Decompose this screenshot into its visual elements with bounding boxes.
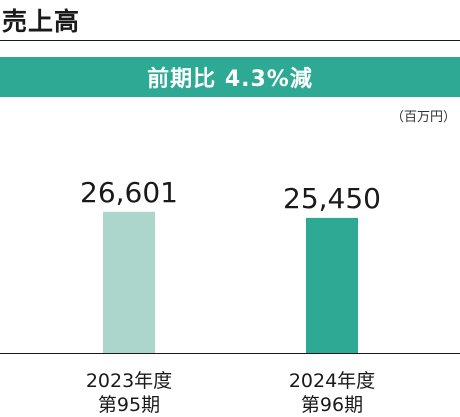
bar-1 [103, 211, 155, 353]
value-label-2: 25,450 [283, 182, 381, 215]
chart-title: 売上高 [2, 7, 81, 36]
yoy-change-text: 前期比 4.3%減 [147, 67, 313, 92]
category-label-1-line-1: 2023年度 [86, 370, 172, 392]
value-label-1: 26,601 [80, 176, 178, 209]
bar-2 [306, 217, 358, 353]
category-label-2-line-1: 2024年度 [289, 370, 375, 392]
category-label-2-line-2: 第96期 [301, 394, 363, 416]
unit-label: （百万円） [390, 110, 456, 125]
category-label-1-line-2: 第95期 [98, 394, 160, 416]
yoy-change-banner: 前期比 4.3%減 [0, 57, 460, 97]
title-divider [0, 40, 460, 41]
